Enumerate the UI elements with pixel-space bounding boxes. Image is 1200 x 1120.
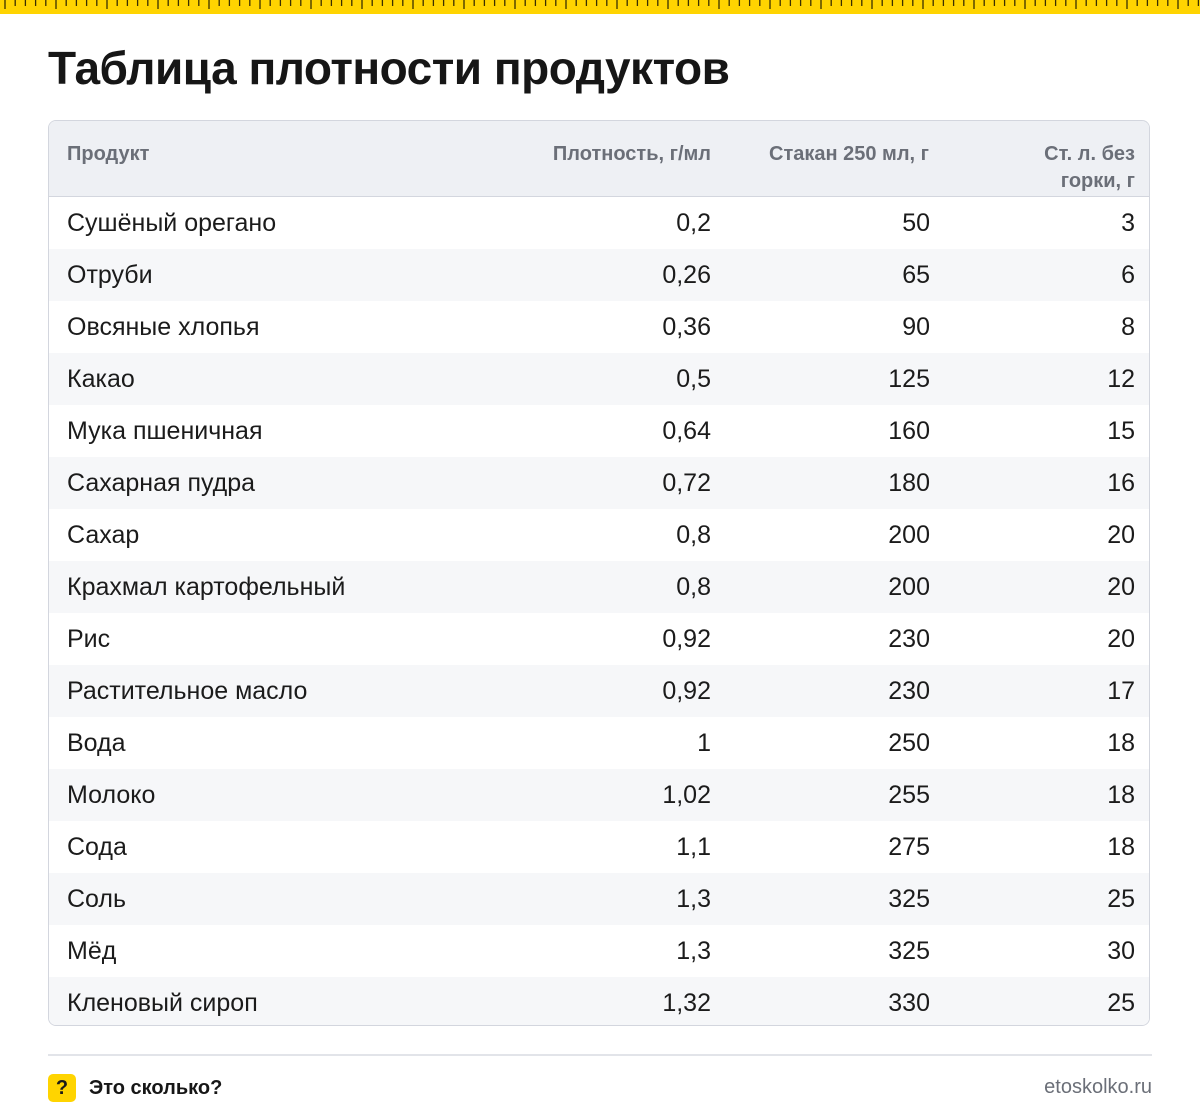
cell-spoon: 8 (1121, 313, 1135, 341)
question-mark-icon: ? (48, 1074, 76, 1102)
table-row: Мука пшеничная 0,64 160 15 (49, 405, 1149, 457)
table-row: Вода 1 250 18 (49, 717, 1149, 769)
table-row: Молоко 1,02 255 18 (49, 769, 1149, 821)
cell-glass: 125 (888, 365, 930, 393)
cell-product: Отруби (67, 261, 153, 289)
cell-glass: 65 (902, 261, 930, 289)
cell-spoon: 16 (1107, 469, 1135, 497)
cell-product: Молоко (67, 781, 156, 809)
table-row: Овсяные хлопья 0,36 90 8 (49, 301, 1149, 353)
cell-density: 0,8 (676, 521, 711, 549)
table-row: Рис 0,92 230 20 (49, 613, 1149, 665)
cell-spoon: 6 (1121, 261, 1135, 289)
cell-product: Какао (67, 365, 135, 393)
cell-product: Вода (67, 729, 126, 757)
table-row: Сахар 0,8 200 20 (49, 509, 1149, 561)
cell-density: 0,64 (662, 417, 711, 445)
cell-spoon: 25 (1107, 989, 1135, 1017)
table-row: Сода 1,1 275 18 (49, 821, 1149, 873)
cell-product: Овсяные хлопья (67, 313, 260, 341)
cell-density: 1,02 (662, 781, 711, 809)
cell-spoon: 20 (1107, 521, 1135, 549)
cell-spoon: 15 (1107, 417, 1135, 445)
header-spoon-line1: Ст. л. без (1044, 143, 1135, 165)
cell-spoon: 3 (1121, 209, 1135, 237)
cell-density: 0,36 (662, 313, 711, 341)
site-link[interactable]: etoskolko.ru (1044, 1076, 1152, 1098)
cell-glass: 90 (902, 313, 930, 341)
cell-spoon: 20 (1107, 573, 1135, 601)
cell-product: Крахмал картофельный (67, 573, 346, 601)
cell-product: Соль (67, 885, 127, 913)
cell-density: 0,92 (662, 677, 711, 705)
cell-density: 0,8 (676, 573, 711, 601)
cell-glass: 250 (888, 729, 930, 757)
brand-name: Это сколько? (89, 1076, 223, 1099)
cell-density: 0,72 (662, 469, 711, 497)
table-row: Сушёный орегано 0,2 50 3 (49, 196, 1149, 249)
cell-glass: 325 (888, 937, 930, 965)
cell-spoon: 18 (1107, 729, 1135, 757)
table-body: Сушёный орегано 0,2 50 3 Отруби 0,26 65 6 Овсяны… (49, 196, 1149, 1025)
brand[interactable]: ? Это сколько? (48, 1074, 222, 1102)
cell-glass: 255 (888, 781, 930, 809)
header-spoon-line2: горки, г (1060, 170, 1135, 192)
cell-glass: 50 (902, 209, 930, 237)
density-table-container: Продукт Плотность, г/мл Стакан 250 мл, г… (48, 120, 1150, 1026)
cell-glass: 325 (888, 885, 930, 913)
cell-spoon: 18 (1107, 781, 1135, 809)
cell-glass: 330 (888, 989, 930, 1017)
cell-glass: 200 (888, 521, 930, 549)
cell-spoon: 18 (1107, 833, 1135, 861)
cell-density: 0,26 (662, 261, 711, 289)
table-row: Сахарная пудра 0,72 180 16 (49, 457, 1149, 509)
cell-product: Сахар (67, 521, 140, 549)
cell-spoon: 25 (1107, 885, 1135, 913)
header-glass: Стакан 250 мл, г (769, 143, 929, 165)
cell-product: Рис (67, 625, 111, 653)
cell-spoon: 30 (1107, 937, 1135, 965)
table-row: Отруби 0,26 65 6 (49, 249, 1149, 301)
cell-product: Сахарная пудра (67, 469, 256, 497)
cell-glass: 230 (888, 677, 930, 705)
cell-density: 1,3 (676, 885, 711, 913)
cell-spoon: 12 (1107, 365, 1135, 393)
cell-density: 0,5 (676, 365, 711, 393)
cell-glass: 160 (888, 417, 930, 445)
cell-product: Кленовый сироп (67, 989, 258, 1017)
cell-glass: 200 (888, 573, 930, 601)
cell-product: Сушёный орегано (67, 209, 277, 237)
header-density: Плотность, г/мл (552, 143, 711, 165)
cell-glass: 275 (888, 833, 930, 861)
page-title: Таблица плотности продуктов (48, 42, 730, 94)
ruler-strip (0, 0, 1200, 14)
table-header-row: Продукт Плотность, г/мл Стакан 250 мл, г… (49, 121, 1149, 197)
header-product: Продукт (67, 143, 150, 165)
cell-glass: 180 (888, 469, 930, 497)
cell-density: 1,3 (676, 937, 711, 965)
cell-product: Сода (67, 833, 127, 861)
header-spoon: Ст. л. без горки, г (930, 121, 1149, 197)
cell-product: Мёд (67, 937, 117, 965)
table-row: Соль 1,3 325 25 (49, 873, 1149, 925)
cell-density: 0,92 (662, 625, 711, 653)
density-table: Продукт Плотность, г/мл Стакан 250 мл, г… (49, 121, 1149, 1025)
cell-spoon: 17 (1107, 677, 1135, 705)
table-row: Кленовый сироп 1,32 330 25 (49, 977, 1149, 1025)
table-row: Какао 0,5 125 12 (49, 353, 1149, 405)
footer-divider (48, 1054, 1152, 1056)
cell-spoon: 20 (1107, 625, 1135, 653)
cell-product: Растительное масло (67, 677, 308, 705)
table-row: Крахмал картофельный 0,8 200 20 (49, 561, 1149, 613)
cell-density: 1,32 (662, 989, 711, 1017)
cell-density: 1,1 (676, 833, 711, 861)
ruler-ticks (4, 0, 1200, 9)
cell-density: 0,2 (676, 209, 711, 237)
table-row: Мёд 1,3 325 30 (49, 925, 1149, 977)
cell-glass: 230 (888, 625, 930, 653)
table-row: Растительное масло 0,92 230 17 (49, 665, 1149, 717)
cell-product: Мука пшеничная (67, 417, 263, 445)
cell-density: 1 (697, 729, 711, 757)
